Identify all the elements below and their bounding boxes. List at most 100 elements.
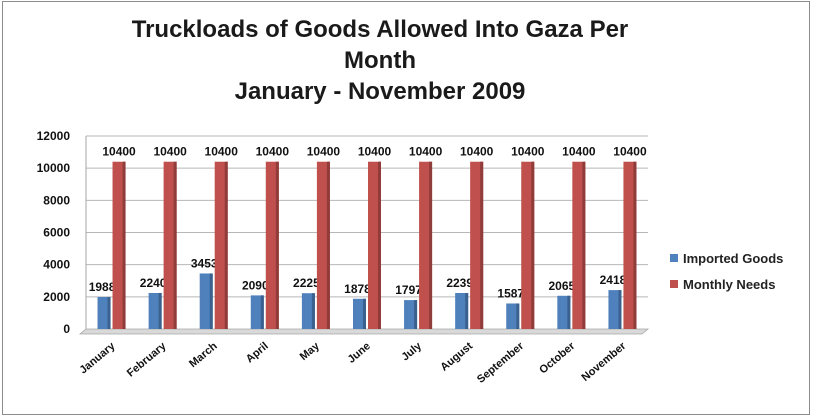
bar-needs-side [480, 161, 484, 329]
legend-label-imported: Imported Goods [683, 250, 784, 266]
data-label-needs: 10400 [460, 145, 494, 159]
bar-needs-highlight [368, 161, 371, 329]
bar-needs [623, 161, 637, 329]
chart-title-line-1: Truckloads of Goods Allowed Into Gaza Pe… [131, 16, 629, 43]
data-label-needs: 10400 [205, 145, 239, 159]
bar-imported [608, 290, 622, 329]
y-tick-label: 12000 [37, 129, 71, 143]
data-label-needs: 10400 [613, 145, 647, 159]
bar-needs-highlight [572, 161, 576, 329]
bar-imported-side [311, 293, 315, 329]
data-label-imported: 3453 [191, 256, 218, 270]
bar-imported-highlight [455, 292, 459, 329]
bar-imported-side [618, 290, 622, 329]
data-label-imported: 2225 [293, 276, 320, 290]
bar-imported-highlight [97, 297, 101, 329]
bar-imported-side [158, 292, 162, 329]
x-tick-label: March [187, 340, 220, 370]
bar-needs [214, 161, 228, 329]
chart-floor [78, 328, 650, 335]
bar-needs-side [429, 161, 433, 329]
bar-needs-side [582, 161, 586, 329]
bar-needs [112, 161, 126, 329]
bar-needs-side [326, 161, 330, 329]
legend-item-imported: Imported Goods [670, 245, 783, 271]
data-label-imported: 1797 [395, 283, 422, 297]
data-label-needs: 10400 [153, 145, 187, 159]
bar-needs [470, 161, 484, 329]
bar-imported-side [260, 295, 264, 329]
bar-imported-highlight [148, 292, 152, 329]
bar-needs-highlight [265, 161, 269, 329]
y-tick-label: 0 [63, 322, 70, 336]
data-label-imported: 1587 [497, 286, 524, 300]
bar-imported-side [465, 292, 469, 329]
data-label-imported: 1988 [89, 280, 116, 294]
bar-imported [148, 292, 162, 329]
data-label-needs: 10400 [307, 145, 341, 159]
bar-needs-side [224, 161, 228, 329]
data-label-imported: 2240 [140, 276, 167, 290]
y-tick-label: 10000 [37, 161, 71, 175]
bar-imported [199, 273, 213, 329]
bar-imported-highlight [608, 290, 612, 329]
bar-needs-side [378, 161, 381, 329]
legend-swatch-needs [670, 280, 678, 288]
bar-needs-highlight [419, 161, 423, 329]
bar-imported [301, 293, 315, 329]
chart-title-line-2: Month [344, 47, 416, 74]
data-label-imported: 2418 [600, 273, 627, 287]
y-tick-label: 8000 [43, 193, 70, 207]
bar-imported-side [107, 297, 111, 329]
bar-needs [316, 161, 330, 329]
x-tick-label: October [537, 340, 578, 377]
data-label-imported: 2239 [446, 276, 473, 290]
bar-imported [506, 303, 520, 329]
data-label-needs: 10400 [256, 145, 290, 159]
chart-title: Truckloads of Goods Allowed Into Gaza Pe… [60, 14, 700, 107]
x-tick-label: July [399, 340, 424, 364]
legend-item-needs: Monthly Needs [670, 271, 783, 297]
bar-needs-highlight [214, 161, 218, 329]
bar-imported-highlight [250, 295, 254, 329]
bar-needs-highlight [163, 161, 167, 329]
x-tick-label: August [438, 340, 475, 374]
bar-needs [572, 161, 586, 329]
bar-needs-highlight [623, 161, 627, 329]
data-label-needs: 10400 [102, 145, 136, 159]
x-tick-label: September [475, 340, 527, 386]
bar-imported-side [414, 300, 418, 329]
bar-needs [419, 161, 433, 329]
bar-needs-side [633, 161, 637, 329]
bar-imported-side [516, 303, 520, 329]
bar-needs [265, 161, 279, 329]
y-tick-label: 6000 [43, 226, 70, 240]
bar-needs-highlight [112, 161, 116, 329]
bar-needs [163, 161, 177, 329]
x-tick-label: May [298, 340, 323, 364]
bar-imported-highlight [506, 303, 510, 329]
bar-needs-highlight [521, 161, 525, 329]
bar-needs-side [275, 161, 279, 329]
data-label-needs: 10400 [409, 145, 443, 159]
bar-imported-side [567, 295, 571, 329]
bar-needs-side [173, 161, 177, 329]
bar-imported-highlight [199, 273, 203, 329]
bar-imported [250, 295, 264, 329]
y-tick-label: 4000 [43, 258, 70, 272]
bar-needs-highlight [470, 161, 474, 329]
bar-needs-highlight [316, 161, 320, 329]
data-label-imported: 1878 [344, 282, 371, 296]
bar-imported-highlight [557, 295, 561, 329]
x-tick-label: April [244, 340, 271, 365]
data-label-needs: 10400 [562, 145, 596, 159]
data-label-needs: 10400 [358, 145, 392, 159]
x-tick-label: February [125, 340, 169, 380]
x-tick-label: June [346, 340, 373, 366]
y-tick-label: 2000 [43, 290, 70, 304]
bar-imported [455, 292, 469, 329]
bar-imported-highlight [301, 293, 305, 329]
chart-title-line-3: January - November 2009 [234, 78, 526, 105]
x-tick-label: January [77, 340, 118, 377]
legend-label-needs: Monthly Needs [683, 276, 776, 292]
